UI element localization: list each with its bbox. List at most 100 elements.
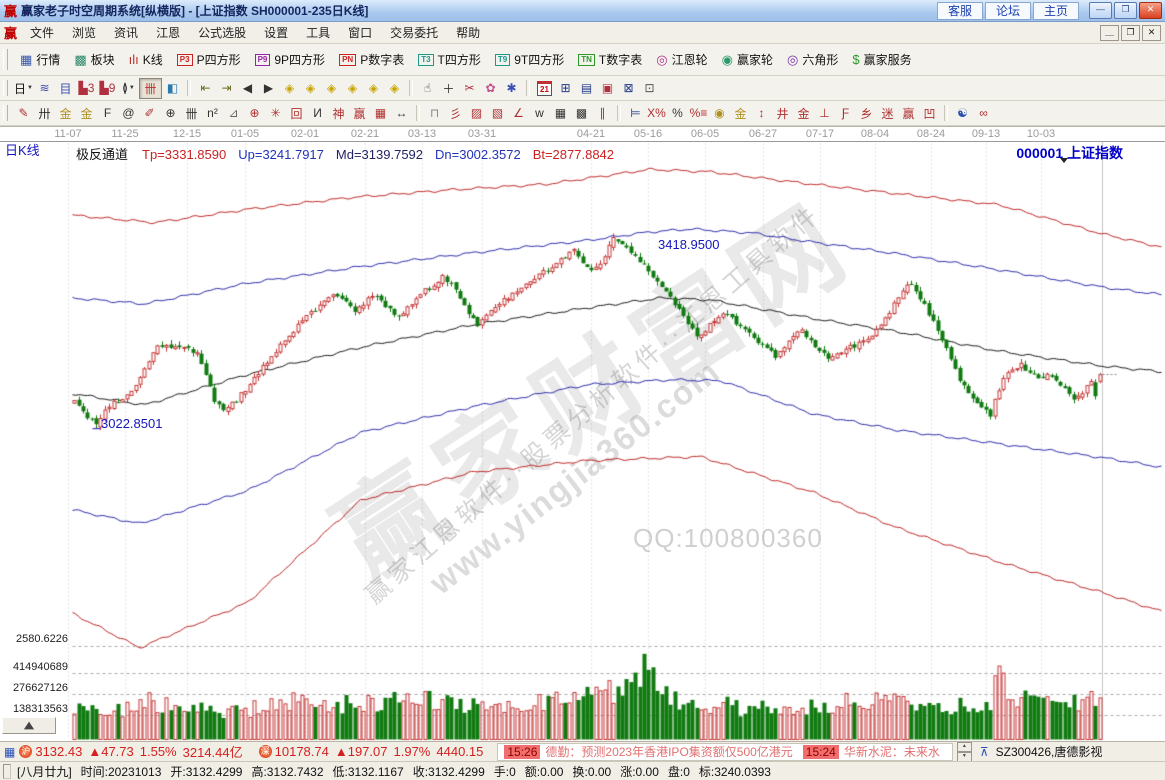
shen-grid-button[interactable]: 神	[328, 104, 349, 123]
yinyang-tool-button[interactable]: ☯	[952, 104, 973, 123]
chart-9-button[interactable]: ▙9	[97, 79, 118, 98]
grid-a-button[interactable]: ▦	[550, 104, 571, 123]
toolbar-button-江恩轮[interactable]: ◎ 江恩轮	[649, 48, 714, 71]
pen-tool-button[interactable]: ✎	[13, 104, 34, 123]
candle-style-button[interactable]: ≬ ▼	[118, 79, 139, 98]
info-panel-button[interactable]: 目	[55, 79, 76, 98]
toolbar-button-T四方形[interactable]: T3 T四方形	[411, 48, 488, 71]
percent-x-button[interactable]: Χ%	[646, 104, 667, 123]
toolbar-grip[interactable]	[3, 48, 8, 71]
width-tool-button[interactable]: ↔	[391, 104, 412, 123]
color-kline-button[interactable]: ◧	[162, 79, 183, 98]
spinner-up-icon[interactable]: ▲	[956, 742, 972, 752]
candle-flag-button[interactable]: ↕	[751, 104, 772, 123]
child-close-button[interactable]: ✕	[1142, 24, 1161, 41]
toolbar-button-板块[interactable]: ▩ 板块	[67, 48, 121, 71]
hash-grid-button[interactable]: 卌	[181, 104, 202, 123]
circle-cross-button[interactable]: ⊕	[160, 104, 181, 123]
f-lines-button[interactable]: Ƒ	[835, 104, 856, 123]
child-minimize-button[interactable]: ＿	[1100, 24, 1119, 41]
ying-tool-button[interactable]: 赢	[898, 104, 919, 123]
spinner-down-icon[interactable]: ▼	[956, 751, 972, 761]
gann-up-button[interactable]: ◈	[363, 79, 384, 98]
toolbar-grip[interactable]	[3, 104, 8, 122]
export-button[interactable]: ⊠	[618, 79, 639, 98]
gold-grid-b-button[interactable]: 金	[76, 104, 97, 123]
mark-tool-button[interactable]: ✿	[480, 79, 501, 98]
market-grid-icon[interactable]: ▦	[4, 744, 16, 759]
wave-mark-button[interactable]: И	[307, 104, 328, 123]
toolbar-button-P四方形[interactable]: P3 P四方形	[170, 48, 248, 71]
menu-item-文件[interactable]: 文件	[30, 26, 55, 40]
tick-grid-button[interactable]: 卅	[34, 104, 55, 123]
shade-box-b-button[interactable]: ▧	[487, 104, 508, 123]
parallel-lines-button[interactable]: ∥	[592, 104, 613, 123]
erase-tool-button[interactable]: ✂	[459, 79, 480, 98]
fan-lines-button[interactable]: 彡	[445, 104, 466, 123]
gann-down-button[interactable]: ◈	[384, 79, 405, 98]
angle-measure-button[interactable]: ⊿	[223, 104, 244, 123]
calendar-button[interactable]: 21	[534, 79, 555, 98]
chart-3-button[interactable]: ▙3	[76, 79, 97, 98]
gann-left-button[interactable]: ◈	[279, 79, 300, 98]
shade-box-a-button[interactable]: ▨	[466, 104, 487, 123]
hand-tool-button[interactable]: ☝	[417, 79, 438, 98]
symbol-label[interactable]: 000001 上证指数	[1016, 143, 1123, 163]
period-day-button[interactable]: 日 ▼	[13, 79, 34, 98]
toolbar-button-赢家服务[interactable]: $ 赢家服务	[845, 48, 918, 71]
z-lines-button[interactable]: 乡	[856, 104, 877, 123]
percent-button[interactable]: %	[667, 104, 688, 123]
snapshot-button[interactable]: ⊡	[639, 79, 660, 98]
w-tool-button[interactable]: 凹	[919, 104, 940, 123]
menu-item-浏览[interactable]: 浏览	[72, 26, 97, 40]
save-button[interactable]: ▣	[597, 79, 618, 98]
gann-shrink-button[interactable]: ◈	[342, 79, 363, 98]
infinity-tool-button[interactable]: ∞	[973, 104, 994, 123]
menu-item-交易委托[interactable]: 交易委托	[390, 26, 439, 40]
titlebar-link-主页[interactable]: 主页	[1032, 1, 1079, 20]
child-restore-button[interactable]: ❐	[1121, 24, 1140, 41]
toolbar-button-行情[interactable]: ▦ 行情	[13, 48, 67, 71]
toolbar-button-9P四方形[interactable]: P9 9P四方形	[248, 48, 332, 71]
titlebar-link-客服[interactable]: 客服	[936, 1, 983, 20]
think-tool-button[interactable]: ✱	[501, 79, 522, 98]
next-bar-button[interactable]: ▶	[258, 79, 279, 98]
price-scale-button[interactable]: ⊨	[625, 104, 646, 123]
prev-bar-button[interactable]: ◀	[237, 79, 258, 98]
crosshair-tool-button[interactable]: ＋	[438, 79, 459, 98]
menu-item-江恩[interactable]: 江恩	[156, 26, 181, 40]
mi-grid-button[interactable]: 迷	[877, 104, 898, 123]
gann-expand-button[interactable]: ◈	[321, 79, 342, 98]
gold-grid-a-button[interactable]: 金	[55, 104, 76, 123]
n-square-button[interactable]: n²	[202, 104, 223, 123]
zigzag-tool-button[interactable]: w	[529, 104, 550, 123]
spiral-tool-button[interactable]: @	[118, 104, 139, 123]
toolbar-button-P数字表[interactable]: PN P数字表	[332, 48, 411, 71]
calculator-button[interactable]: ⊞	[555, 79, 576, 98]
angle-lines-button[interactable]: ∠	[508, 104, 529, 123]
toolbar-button-T数字表[interactable]: TN T数字表	[571, 48, 649, 71]
gold-circle-button[interactable]: ◉	[709, 104, 730, 123]
menu-item-帮助[interactable]: 帮助	[456, 26, 481, 40]
first-bar-button[interactable]: ⇤	[195, 79, 216, 98]
menu-item-公式选股[interactable]: 公式选股	[198, 26, 247, 40]
titlebar-link-论坛[interactable]: 论坛	[984, 1, 1031, 20]
gann-box-button[interactable]: 井	[772, 104, 793, 123]
target-tool-button[interactable]: ✳	[265, 104, 286, 123]
kline-chart-canvas[interactable]	[0, 141, 1165, 741]
overlay-window-button[interactable]: ≋	[34, 79, 55, 98]
toolbar-button-赢家轮[interactable]: ◉ 赢家轮	[715, 48, 780, 71]
ruler-grid-button[interactable]: ▦	[370, 104, 391, 123]
restore-button[interactable]: ❐	[1114, 2, 1137, 19]
angle-pen-button[interactable]: ✐	[139, 104, 160, 123]
l-lines-button[interactable]: ⊥	[814, 104, 835, 123]
menu-item-资讯[interactable]: 资讯	[114, 26, 139, 40]
symbol-dropdown-icon[interactable]	[1060, 158, 1069, 163]
menu-item-工具[interactable]: 工具	[306, 26, 331, 40]
stock-reference[interactable]: SZ300426,唐德影视	[995, 745, 1103, 759]
percent-lines-button[interactable]: %≡	[688, 104, 709, 123]
f-grid-button[interactable]: F	[97, 104, 118, 123]
toolbar-button-K线[interactable]: ılı K线	[122, 48, 170, 71]
toolbar-button-9T四方形[interactable]: T9 9T四方形	[488, 48, 571, 71]
minimize-button[interactable]: —	[1089, 2, 1112, 19]
